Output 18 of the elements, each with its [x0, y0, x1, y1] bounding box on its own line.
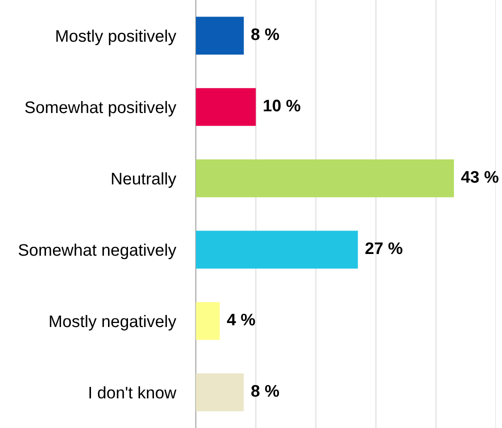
y-tick-label: Mostly negatively [50, 314, 176, 330]
bar [196, 88, 256, 126]
bar [196, 302, 220, 340]
y-tick-label: Mostly positively [56, 30, 176, 46]
data-label: 27 % [365, 242, 402, 254]
data-label: 8 % [251, 385, 280, 397]
y-tick-label: Somewhat positively [25, 100, 176, 116]
data-label: 43 % [461, 171, 498, 183]
bar [196, 16, 244, 55]
bar [196, 159, 454, 198]
data-label: 10 % [264, 100, 300, 112]
y-tick-label: Somewhat negatively [18, 244, 176, 260]
y-tick-label: I don't know [89, 386, 176, 399]
data-label: 8 % [251, 28, 280, 40]
bar [196, 230, 358, 269]
bar [196, 373, 244, 412]
y-tick-label: Neutrally [112, 172, 176, 188]
data-label: 4 % [226, 314, 256, 326]
